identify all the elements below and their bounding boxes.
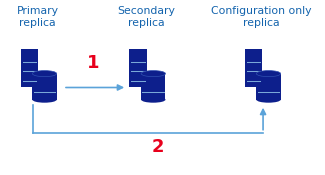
Ellipse shape: [141, 71, 165, 77]
Text: 2: 2: [151, 138, 164, 156]
Ellipse shape: [256, 71, 281, 77]
Ellipse shape: [256, 97, 281, 103]
Text: Primary
replica: Primary replica: [17, 6, 58, 27]
Ellipse shape: [32, 97, 57, 103]
Ellipse shape: [32, 71, 57, 77]
Text: Configuration only
replica: Configuration only replica: [211, 6, 312, 27]
Text: 1: 1: [87, 54, 100, 72]
Bar: [256, 74, 281, 100]
Bar: [21, 49, 38, 88]
Bar: [129, 49, 147, 88]
Ellipse shape: [141, 97, 165, 103]
Text: Secondary
replica: Secondary replica: [117, 6, 175, 27]
Bar: [32, 74, 57, 100]
Bar: [141, 74, 165, 100]
Bar: [245, 49, 262, 88]
